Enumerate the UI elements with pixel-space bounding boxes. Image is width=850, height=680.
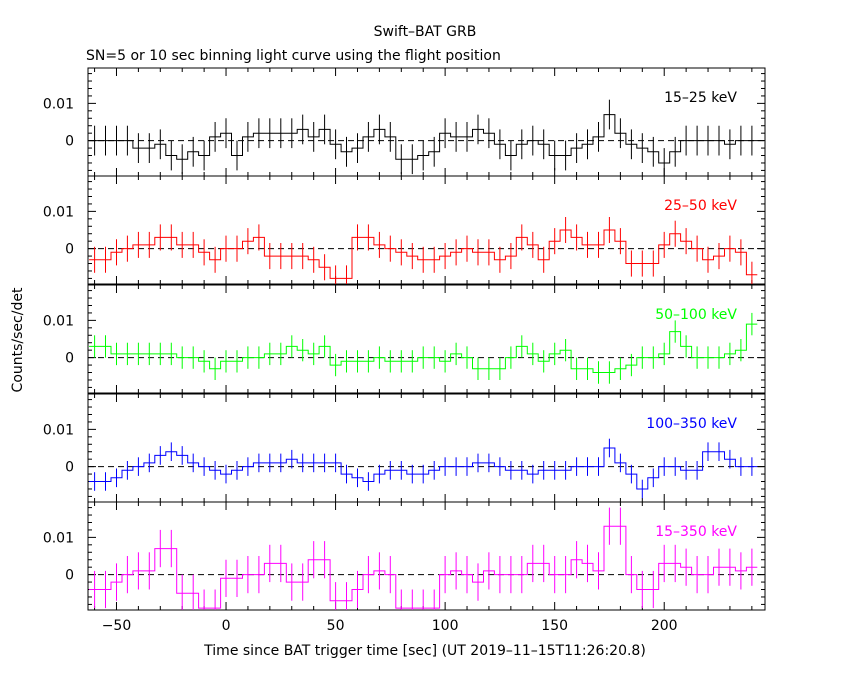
panel-frame [87,284,766,394]
y-tick-label: 0.01 [43,96,74,112]
x-tick-label: −50 [102,618,132,634]
panel-label: 100–350 keV [646,416,737,432]
panel-label: 15–25 keV [664,90,737,106]
panel-3: 0 0.01 100–350 keV [43,393,766,503]
panel-frame [87,393,766,503]
y-tick-label: 0.01 [43,204,74,220]
panel-2: 0 0.01 50–100 keV [43,284,766,394]
y-tick-label: 0.01 [43,530,74,546]
step-curve-series [89,229,758,279]
y-tick-label: 0 [65,351,74,367]
y-axis-label: Counts/sec/det [10,287,26,392]
x-tick-label: 50 [327,618,345,634]
panel-frame [87,501,766,611]
y-tick-label: 0 [65,134,74,150]
panels-group: 0 0.01 15–25 keV 0 0.01 25–50 keV 0 0.01 50–100 … [43,67,766,634]
panel-4: 0 0.01 15–350 keV [43,501,766,611]
y-tick-label: 0 [65,242,74,258]
panel-1: 0 0.01 25–50 keV [43,175,766,285]
panel-frame [87,175,766,285]
step-curve-series [89,447,758,490]
y-tick-label: 0 [65,568,74,584]
x-tick-label: 0 [222,618,231,634]
panel-0: 0 0.01 15–25 keV [43,67,766,177]
x-tick-label: 200 [651,618,678,634]
x-tick-label: 150 [541,618,568,634]
panel-label: 50–100 keV [655,307,737,323]
panel-label: 25–50 keV [664,198,737,214]
panel-frame [87,67,766,177]
chart-title: Swift–BAT GRB [374,24,477,40]
step-curve-series [89,114,758,164]
y-tick-label: 0.01 [43,422,74,438]
x-axis-label: Time since BAT trigger time [sec] (UT 20… [203,643,646,659]
x-tick-label: 100 [432,618,459,634]
step-curve-series [89,525,758,609]
y-tick-label: 0 [65,460,74,476]
y-tick-label: 0.01 [43,313,74,329]
panel-label: 15–350 keV [655,524,737,540]
chart-subtitle: SN=5 or 10 sec binning light curve using… [86,48,501,64]
